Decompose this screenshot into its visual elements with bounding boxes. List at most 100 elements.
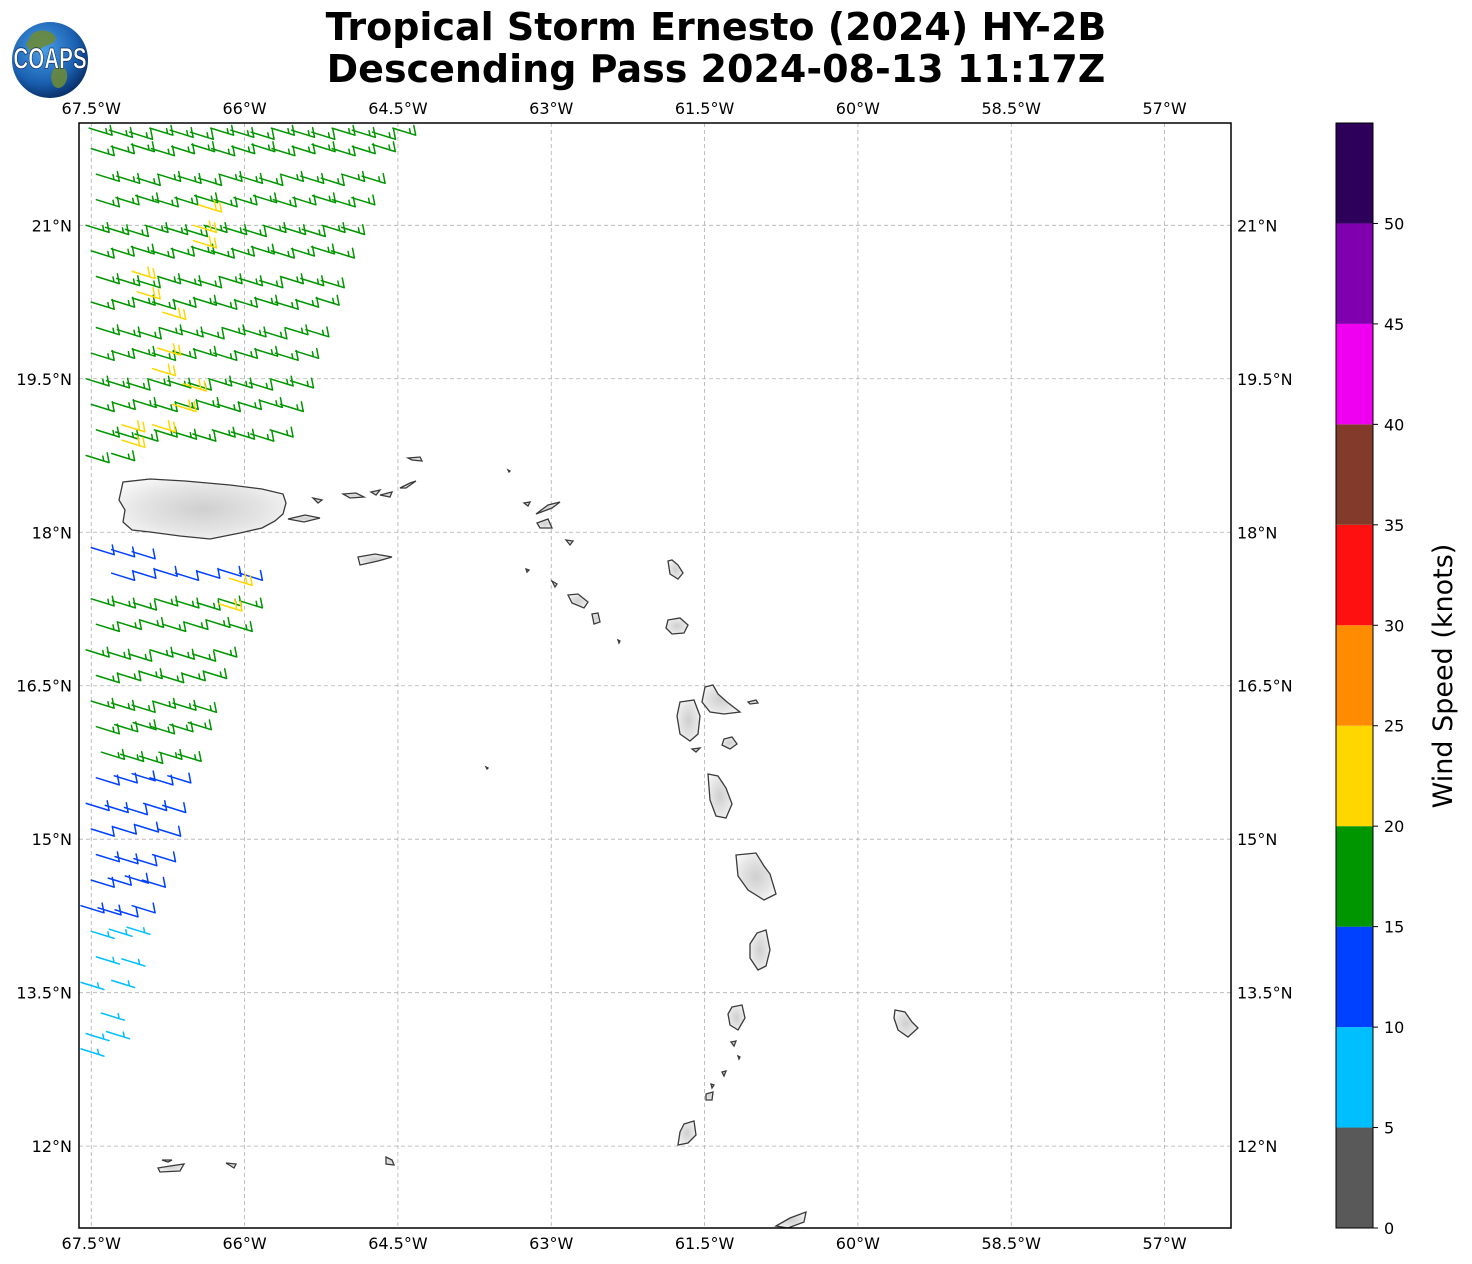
wind-barb [301,226,327,238]
island-montserrat [591,612,601,625]
wind-barb [110,347,136,360]
wind-barb [197,174,223,187]
colorbar-label: Wind Speed (knots) [1428,544,1459,809]
wind-barb [294,347,320,360]
wind-barb [242,226,268,238]
lat-tick-label-left: 18°N [32,523,72,542]
wind-barb [361,172,386,185]
colorbar-ticks: 0 5 10 15 20 25 30 35 40 45 50 [1373,214,1404,1238]
wind-barb [133,855,158,867]
wind-barb [138,668,163,680]
colorbar-segment-20 [1336,725,1373,827]
wind-barb [137,328,162,340]
map-area[interactable] [78,122,1232,1229]
wind-barb [110,569,136,582]
wind-barb [139,752,164,765]
logo-text: COAPS [13,43,86,76]
lon-tick-label-bottom: 64.5°W [368,1234,428,1253]
wind-barb [228,573,253,587]
lat-tick-label-left: 12°N [32,1137,72,1156]
wind-barb [172,399,197,413]
island-guadeloupe-basse-terre [676,699,701,742]
colorbar-tick-label: 0 [1384,1219,1394,1238]
wind-barb [184,618,209,631]
wind-barb [213,646,238,658]
lon-tick-label-bottom: 57°W [1142,1234,1186,1253]
wind-barb [85,1032,110,1042]
wind-barb [136,277,161,289]
colorbar: 0 5 10 15 20 25 30 35 40 45 50 Wind Speed (knots) [1335,122,1459,1238]
wind-barb [123,804,149,816]
wind-barb [160,672,185,684]
wind-barb [250,430,275,442]
island-bonaire [385,1155,396,1166]
island-dominica [707,773,733,819]
colorbar-segment-10 [1336,926,1373,1028]
wind-barb [218,598,243,612]
wind-barb [80,1048,105,1057]
island-aruba [157,1159,186,1173]
wind-barb [172,347,197,360]
colorbar-segment-40 [1336,323,1373,425]
lat-tick-label-left: 13.5°N [16,984,72,1003]
wind-barb [90,825,115,837]
lon-tick-label-top: 63°W [529,99,573,118]
lon-tick-label-top: 57°W [1142,99,1186,118]
wind-barb [151,363,177,377]
island-st-john [369,488,382,496]
wind-barb [132,396,157,409]
wind-barb [156,825,182,837]
lon-tick-label-top: 67.5°W [62,99,122,118]
coaps-logo: COAPS [12,22,88,98]
lon-tick-label-top: 66°W [222,99,266,118]
lon-tick-label-bottom: 63°W [529,1234,573,1253]
wind-barb [85,452,110,464]
island-anguilla [535,501,561,515]
wind-barb [320,174,345,187]
island-tortola [379,491,394,498]
colorbar-tick-label: 30 [1384,616,1404,635]
wind-barb [263,328,288,340]
colorbar-segment-45 [1336,223,1373,324]
wind-barb [320,277,345,289]
colorbar-segment-15 [1336,826,1373,927]
colorbar-segment-25 [1336,625,1373,726]
wind-barb [174,398,199,411]
wind-barb [132,567,157,579]
island-st-martin [522,501,532,507]
wind-barb [162,620,187,633]
lat-tick-label-right: 13.5°N [1237,984,1293,1003]
lon-tick-label-bottom: 66°W [222,1234,266,1253]
wind-barb [162,802,187,814]
wind-barb [192,235,218,249]
wind-barb [340,224,366,236]
wind-barb [90,298,115,310]
wind-barb [181,670,206,682]
colorbar-tick-label: 20 [1384,817,1404,836]
wind-barb [105,1030,131,1040]
colorbar-frame [1335,122,1374,1229]
colorbar-segment-5 [1336,1027,1373,1128]
wind-barb [167,772,192,784]
island-bequia [729,1040,738,1048]
wind-barb [121,958,146,967]
island-marie-galante [721,736,738,750]
wind-barb [95,672,121,684]
wind-barb [189,128,215,141]
lat-tick-label-right: 16.5°N [1237,677,1293,696]
graticule [79,123,1231,1228]
wind-barb [95,956,121,965]
island-carriacou [705,1091,714,1101]
island-antigua [665,617,689,635]
wind-barb [90,401,115,413]
lon-tick-label-top: 64.5°W [368,99,428,118]
island-union [710,1083,716,1090]
map-background [79,123,1231,1228]
island-sombrero [506,468,512,474]
wind-barb [238,597,264,609]
wind-barb [90,930,115,940]
colorbar-tick-label: 10 [1384,1018,1404,1037]
island-vieques [287,514,321,523]
wind-barb [279,401,305,413]
island-canouan [721,1070,728,1078]
